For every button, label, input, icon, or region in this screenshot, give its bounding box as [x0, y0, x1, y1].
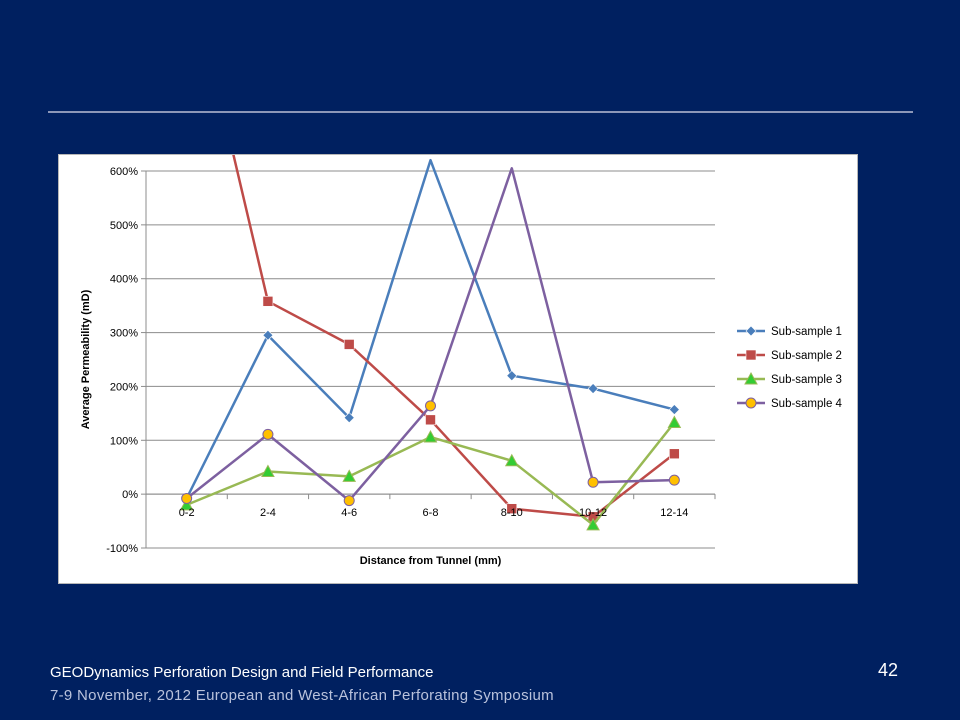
series-1 [181, 158, 680, 504]
tick-labels: -100% 0% 100% 200% 300% 400% 500% 600% 0-2 2-4 4-6… [106, 166, 688, 555]
data-point [668, 474, 680, 486]
y-tick-label: 200% [110, 381, 138, 393]
line-chart: -100% 0% 100% 200% 300% 400% 500% 600% 0-2 2-4 4-6… [80, 155, 843, 567]
legend-marker [745, 349, 757, 361]
data-point [506, 370, 518, 382]
legend-label: Sub-sample 3 [771, 374, 842, 386]
x-tick-label: 4-6 [341, 507, 357, 519]
data-point [342, 469, 357, 482]
page-number: 42 [878, 660, 899, 680]
series-line [232, 155, 676, 519]
series-4 [181, 167, 680, 507]
legend-marker [745, 325, 757, 337]
gridlines [146, 170, 715, 549]
series-2 [232, 155, 680, 523]
y-tick-label: 400% [110, 274, 138, 286]
legend-entry: Sub-sample 1 [737, 325, 842, 338]
x-tick-label: 10-12 [579, 507, 607, 519]
data-point [425, 400, 436, 412]
data-point [423, 430, 438, 443]
y-tick-label: 300% [110, 328, 138, 340]
data-point [343, 412, 355, 424]
legend-entry: Sub-sample 4 [737, 397, 843, 410]
data-point [181, 492, 193, 504]
data-point [668, 404, 680, 416]
data-point [262, 329, 274, 341]
y-tick-label: 600% [110, 166, 138, 178]
data-point [425, 414, 436, 426]
x-tick-label: 0-2 [179, 507, 195, 519]
legend-label: Sub-sample 1 [771, 326, 842, 338]
legend-label: Sub-sample 4 [771, 398, 843, 410]
legend: Sub-sample 1 Sub-sample 2 Sub-sample 3 Sub-… [737, 325, 843, 410]
data-point [667, 415, 682, 429]
y-axis-title: Average Permeability (mD) [80, 289, 92, 429]
data-point [506, 503, 518, 514]
y-tick-label: -100% [106, 543, 138, 555]
series-3 [179, 415, 682, 531]
y-tick-label: 100% [110, 435, 138, 447]
x-axis-title: Distance from Tunnel (mm) [360, 555, 502, 567]
data-point [669, 448, 680, 460]
series-line [185, 158, 675, 500]
y-tick-label: 0% [122, 489, 138, 501]
footer-title: GEODynamics Perforation Design and Field… [50, 664, 434, 681]
legend-marker [745, 397, 757, 409]
x-tick-label: 12-14 [660, 507, 688, 519]
data-point [261, 464, 275, 478]
legend-label: Sub-sample 2 [771, 350, 842, 362]
data-point [262, 296, 274, 307]
legend-marker [744, 371, 758, 385]
data-point [587, 383, 599, 395]
legend-entry: Sub-sample 2 [737, 349, 842, 362]
axes [141, 170, 716, 549]
title-divider [48, 111, 913, 113]
legend-entry: Sub-sample 3 [737, 371, 842, 386]
y-tick-label: 500% [110, 220, 138, 232]
x-tick-label: 8-10 [501, 507, 523, 519]
data-point [586, 517, 600, 531]
data-point [179, 497, 194, 511]
data-point [343, 495, 355, 507]
series-layer [179, 155, 682, 531]
data-point [262, 428, 274, 440]
data-point [504, 453, 519, 467]
x-tick-label: 2-4 [260, 507, 276, 519]
data-point [343, 339, 355, 350]
footer-subtitle: 7-9 November, 2012 European and West-Afr… [50, 687, 554, 704]
x-tick-label: 6-8 [423, 507, 439, 519]
chart-frame: -100% 0% 100% 200% 300% 400% 500% 600% 0-2 2-4 4-6… [58, 154, 858, 584]
data-point [587, 476, 599, 488]
series-line [185, 167, 675, 502]
